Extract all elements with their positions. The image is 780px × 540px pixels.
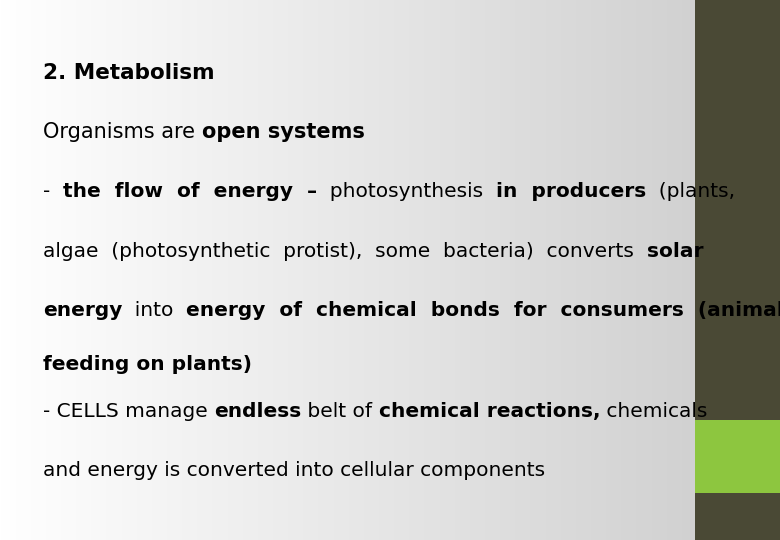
- Text: (plants,: (plants,: [646, 182, 736, 201]
- Text: energy  of  chemical  bonds  for  consumers  (animal: energy of chemical bonds for consumers (…: [186, 301, 780, 320]
- Text: feeding on plants): feeding on plants): [43, 355, 252, 374]
- Text: chemical reactions,: chemical reactions,: [378, 402, 600, 421]
- Text: chemicals: chemicals: [600, 402, 707, 421]
- Text: belt of: belt of: [301, 402, 378, 421]
- Text: 2. Metabolism: 2. Metabolism: [43, 63, 215, 83]
- Text: and energy is converted into cellular components: and energy is converted into cellular co…: [43, 461, 545, 481]
- Text: - CELLS manage: - CELLS manage: [43, 402, 214, 421]
- Text: Organisms are: Organisms are: [43, 122, 201, 143]
- Text: -: -: [43, 182, 63, 201]
- Text: endless: endless: [214, 402, 301, 421]
- Text: energy: energy: [43, 301, 122, 320]
- Text: algae  (photosynthetic  protist),  some  bacteria)  converts: algae (photosynthetic protist), some bac…: [43, 241, 647, 261]
- Text: into: into: [122, 301, 186, 320]
- Text: photosynthesis: photosynthesis: [317, 182, 496, 201]
- Text: open systems: open systems: [201, 122, 364, 143]
- Text: in  producers: in producers: [496, 182, 646, 201]
- Text: the  flow  of  energy  –: the flow of energy –: [63, 182, 317, 201]
- Text: solar: solar: [647, 241, 703, 261]
